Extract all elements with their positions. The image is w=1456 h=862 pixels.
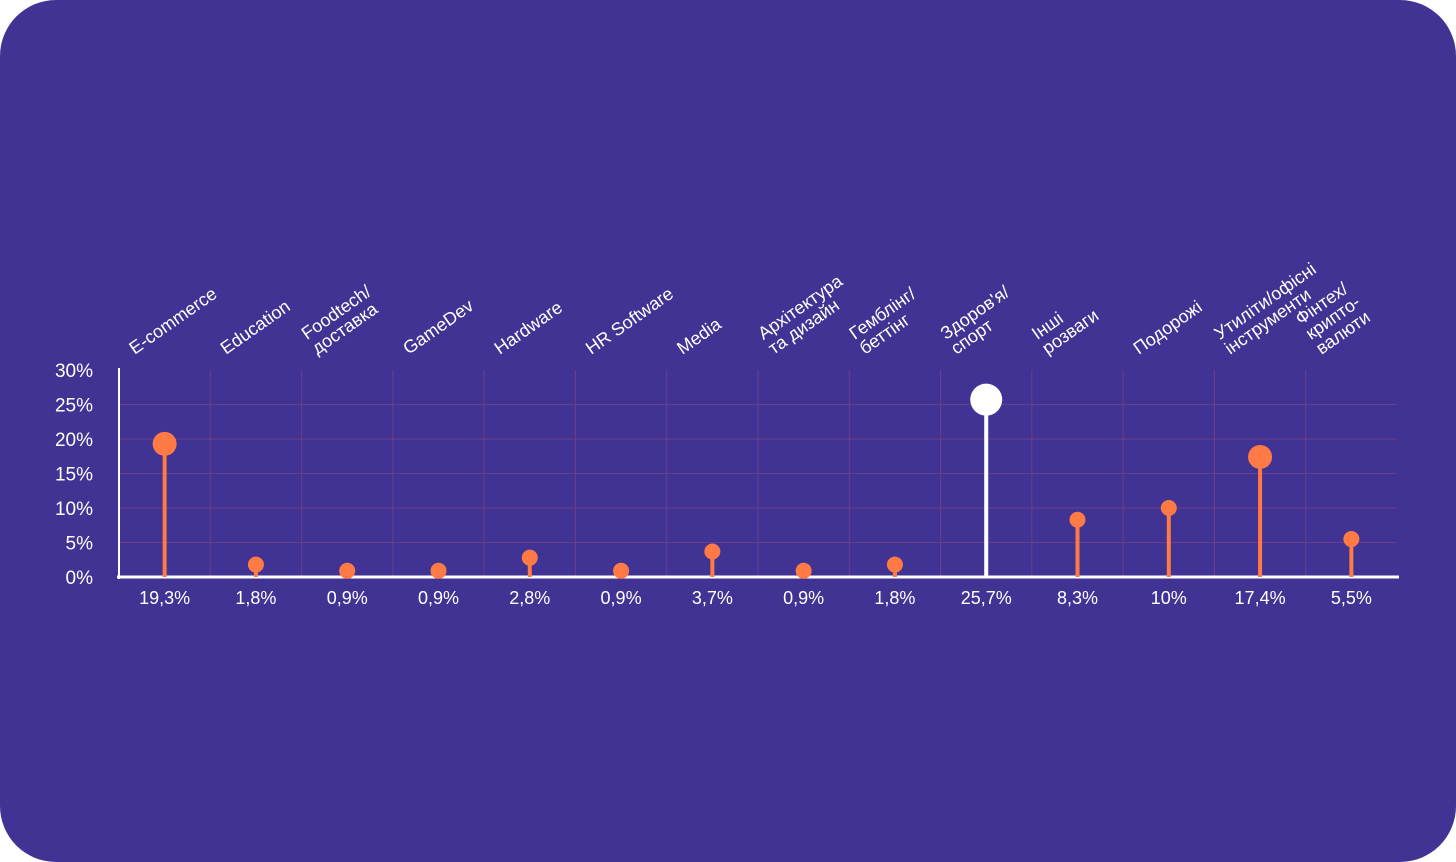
value-label: 1,8% [874,588,915,608]
lollipop-dot [521,549,538,566]
category-label: GameDev [399,295,477,358]
lollipop-dot [970,383,1003,416]
value-label: 0,9% [783,588,824,608]
category-label-line: GameDev [399,295,477,358]
value-label: 17,4% [1235,588,1286,608]
category-label: Media [673,313,725,358]
lollipop-dot [152,431,177,456]
category-label-line: Education [217,296,294,358]
value-label: 1,8% [235,588,276,608]
lollipop-dot [704,543,721,560]
value-label: 2,8% [509,588,550,608]
category-label: HR Software [582,283,677,358]
value-label: 5,5% [1331,588,1372,608]
y-tick-label: 0% [66,568,94,589]
category-label-line: Hardware [491,297,566,358]
lollipop-marks [152,383,1360,579]
value-label: 0,9% [327,588,368,608]
category-label: Foodtech/доставка [298,281,385,358]
lollipop-dot [339,562,356,579]
lollipop-dot [430,562,447,579]
y-tick-label: 10% [55,499,93,520]
value-labels: 19,3% 1,8% 0,9% 0,9% 2,8% 0,9% 3,7% 0,9% 1,8% 25,… [139,588,1372,608]
category-label: Іншірозваги [1028,290,1102,358]
lollipop-dot [613,562,630,579]
y-tick-label: 20% [55,430,93,451]
category-label-line: E-commerce [125,283,220,358]
value-label: 19,3% [139,588,190,608]
category-label: Гемблінг/беттінг [845,283,929,358]
category-label: E-commerce [125,283,220,358]
lollipop-dot [795,562,812,579]
value-label: 0,9% [601,588,642,608]
lollipop-dot [1248,444,1273,469]
y-tick-labels: 0% 5% 10% 15% 20% 25% 30% [55,361,93,589]
lollipop-dot [247,556,264,573]
category-label-line: Подорожі [1130,297,1206,359]
lollipop-dot [886,556,903,573]
y-tick-label: 25% [55,396,93,417]
category-label-line: HR Software [582,283,677,358]
category-label: Подорожі [1130,297,1206,359]
value-label: 8,3% [1057,588,1098,608]
grid-layer [119,370,1397,577]
value-label: 0,9% [418,588,459,608]
axis-layer [117,368,1399,579]
category-label: Education [217,296,294,358]
category-label: Здоров'я/спорт [937,282,1024,359]
value-label: 10% [1151,588,1187,608]
lollipop-dot [1069,511,1086,528]
category-label: Hardware [491,297,566,358]
y-tick-label: 5% [66,534,94,555]
lollipop-dot [1343,531,1360,548]
category-label-line: Media [673,313,725,358]
value-label: 3,7% [692,588,733,608]
value-label: 25,7% [961,588,1012,608]
y-tick-label: 15% [55,465,93,486]
category-label: Архітектурата дизайн [754,270,857,358]
y-tick-label: 30% [55,361,93,382]
lollipop-dot [1160,500,1177,516]
